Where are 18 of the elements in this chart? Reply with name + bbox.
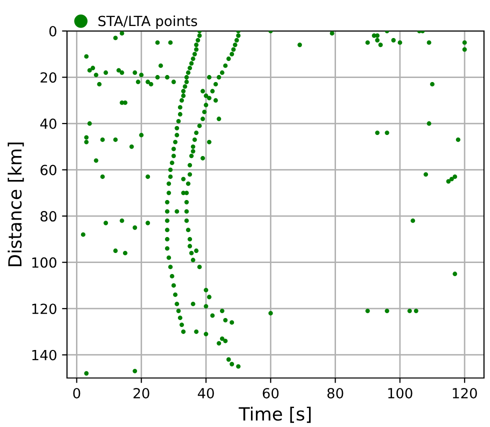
legend-label: STA/LTA points — [98, 15, 198, 29]
y-tick-label: 20 — [40, 72, 56, 83]
y-tick-label: 140 — [32, 350, 56, 360]
x-tick-label: 120 — [452, 388, 477, 398]
y-tick-label: 0 — [49, 26, 56, 36]
y-tick-label: 80 — [40, 211, 56, 222]
x-axis-title: Time [s] — [238, 406, 311, 423]
x-tick-label: 100 — [388, 388, 412, 398]
x-tick-label: 40 — [198, 388, 214, 398]
x-tick-label: 60 — [262, 388, 279, 398]
y-tick-label: 60 — [40, 164, 56, 176]
x-tick-label: 20 — [134, 388, 150, 398]
y-tick-label: 40 — [40, 118, 56, 130]
x-tick-label: 80 — [327, 388, 344, 398]
y-tick-label: 120 — [32, 304, 56, 314]
y-tick-label: 100 — [32, 257, 56, 268]
y-axis-title: Distance [km] — [8, 142, 24, 266]
x-tick-label: 0 — [73, 388, 80, 398]
